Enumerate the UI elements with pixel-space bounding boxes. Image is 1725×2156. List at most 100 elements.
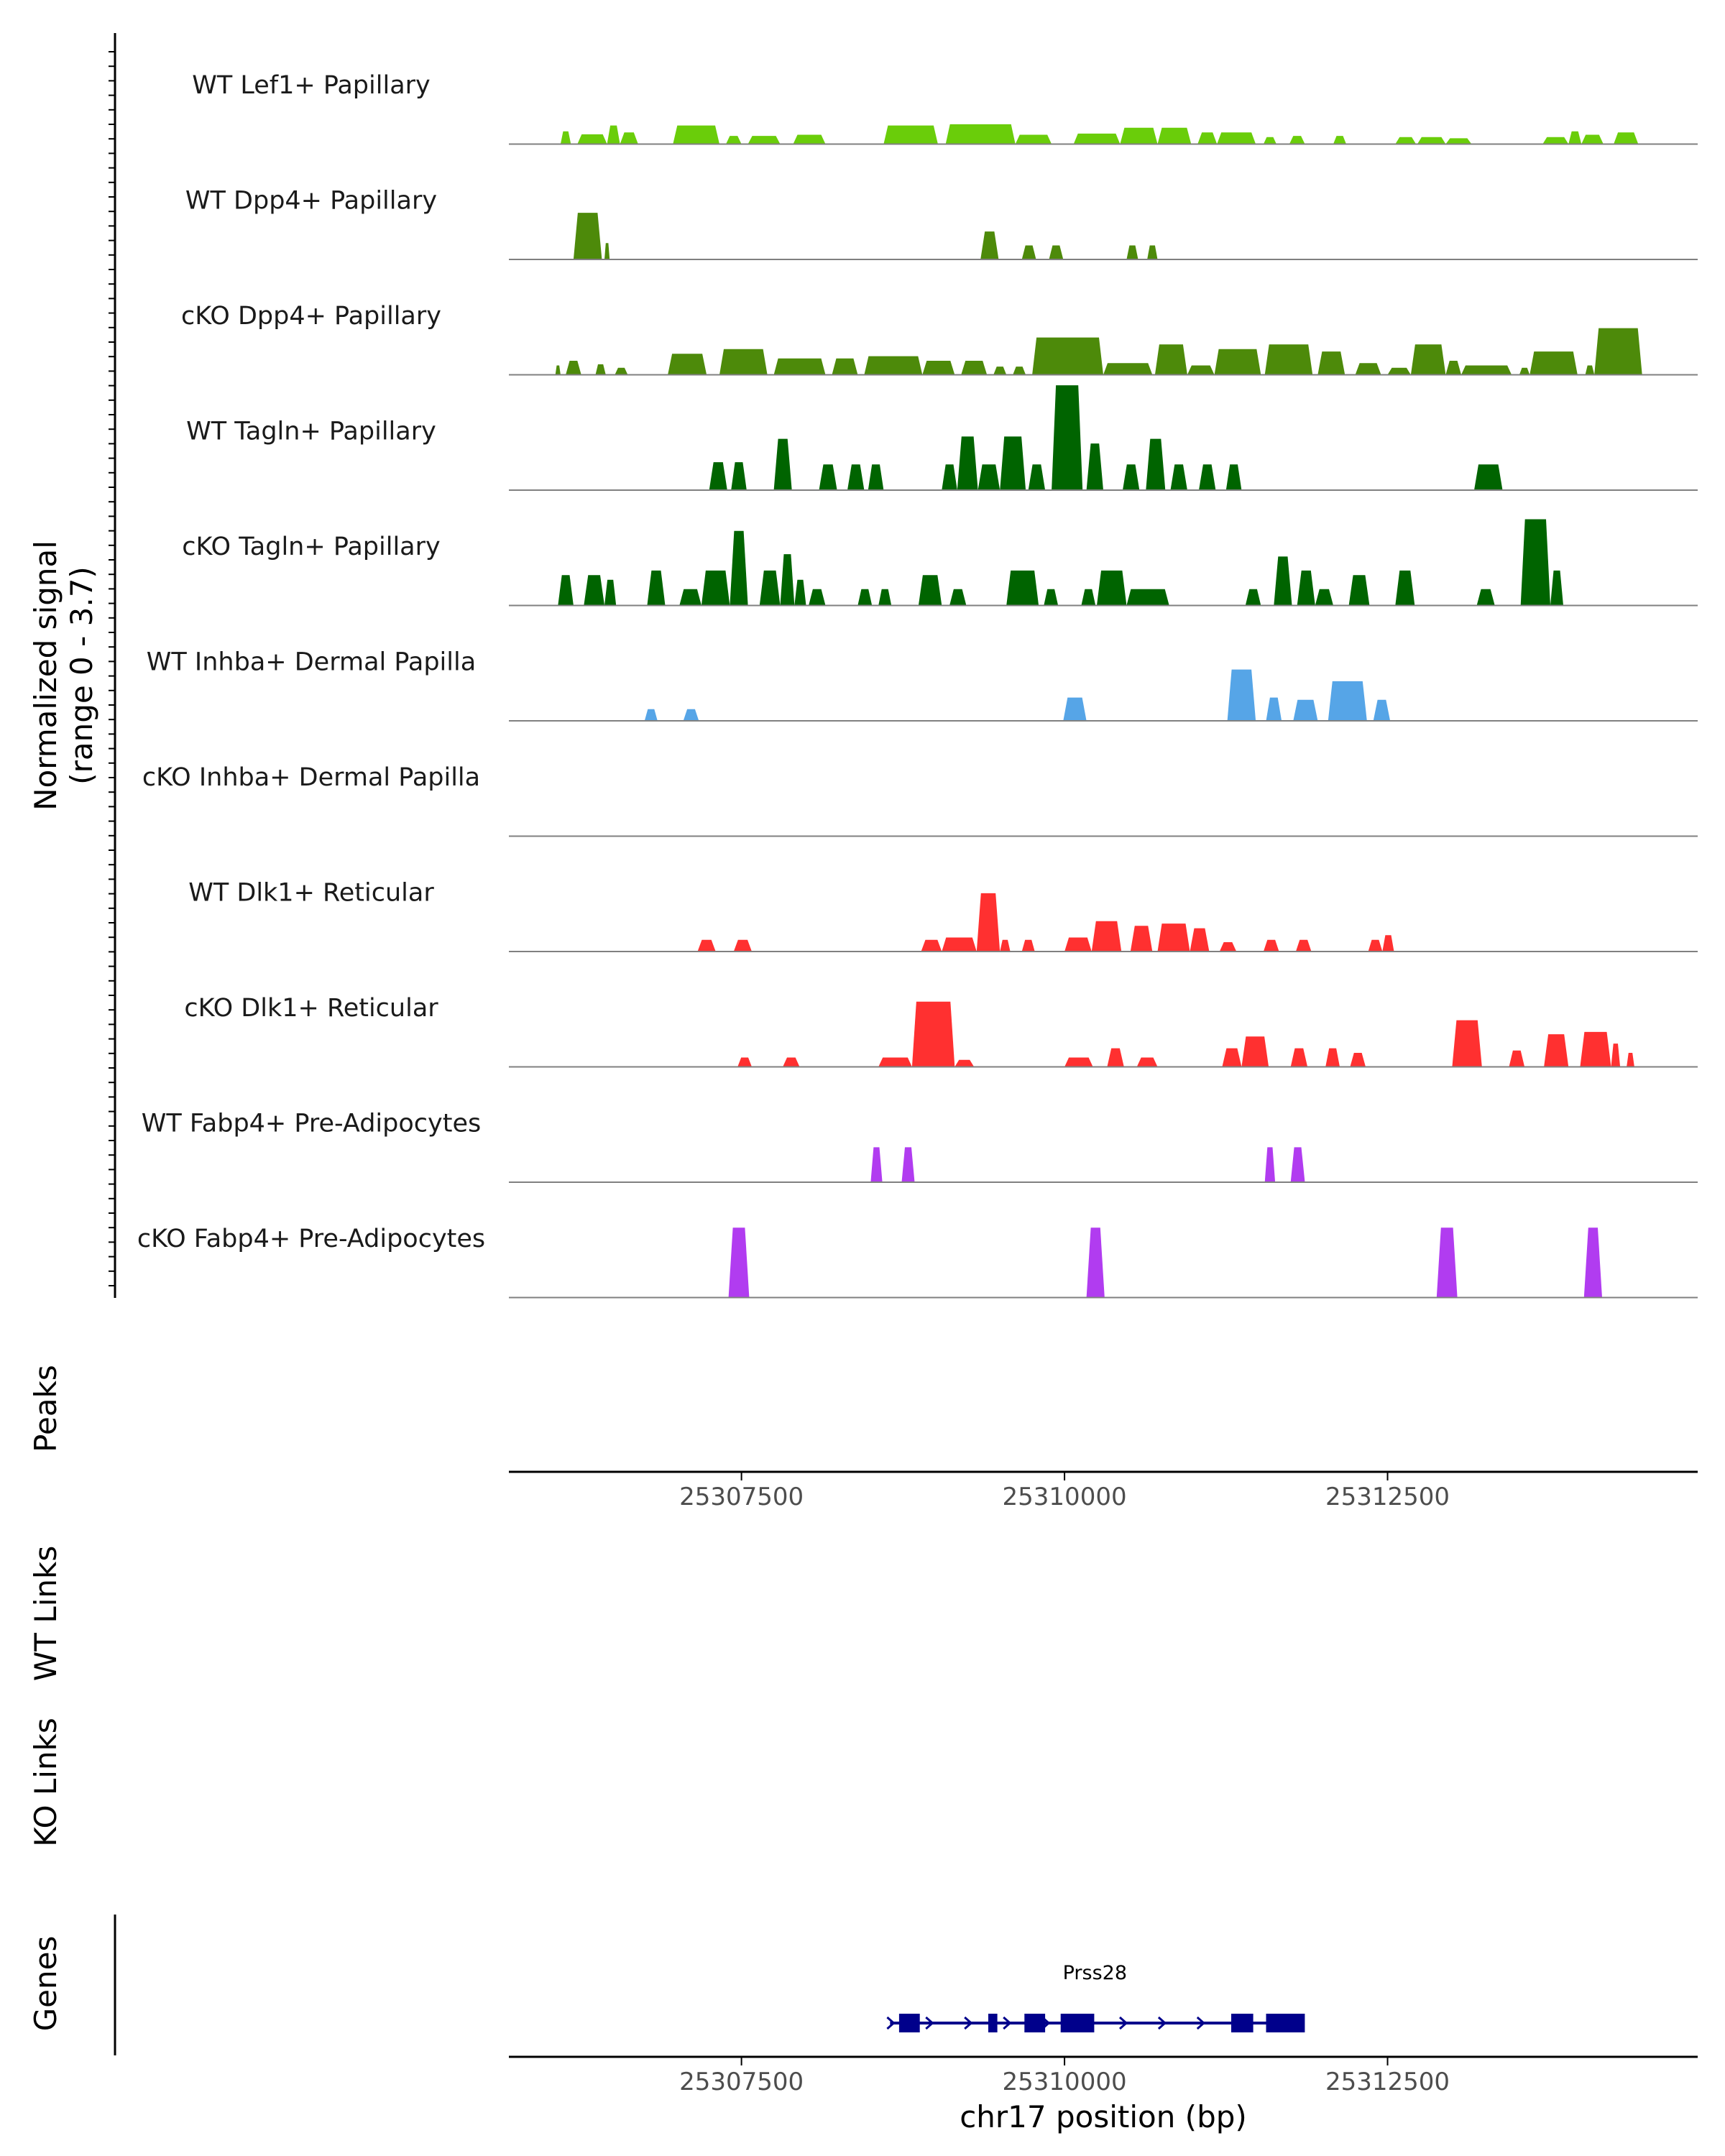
signal-peak <box>864 356 923 375</box>
track-label: cKO Dlk1+ Reticular <box>184 994 438 1023</box>
signal-peak <box>1021 939 1035 952</box>
track-label: WT Lef1+ Papillary <box>192 71 431 100</box>
signal-peak <box>1295 939 1312 952</box>
signal-peak <box>1395 137 1417 144</box>
track-label: cKO Inhba+ Dermal Papilla <box>142 763 480 792</box>
signal-peak <box>780 554 795 606</box>
signal-peak <box>679 589 702 606</box>
signal-peak <box>1614 132 1639 144</box>
signal-peak <box>1170 464 1187 490</box>
gene-name-label: Prss28 <box>1063 1962 1127 1984</box>
strand-arrow-icon <box>1157 2016 1167 2030</box>
peaks-x-tick-label: 25312500 <box>1325 1483 1450 1511</box>
signal-peak <box>1136 1057 1158 1067</box>
signal-peak <box>1091 921 1122 952</box>
signal-peak <box>1289 136 1305 144</box>
signal-peak <box>647 570 666 606</box>
signal-peak <box>558 575 574 606</box>
signal-peak <box>832 358 858 375</box>
signal-peak <box>793 134 826 144</box>
signal-peak <box>1519 367 1530 375</box>
signal-peak <box>683 709 699 721</box>
signal-peak <box>870 1147 883 1182</box>
gene-exon <box>898 2014 920 2032</box>
signal-peak <box>726 136 742 144</box>
signal-peak <box>1452 1020 1482 1067</box>
signal-peak <box>1395 570 1415 606</box>
x-axis-label: chr17 position (bp) <box>960 2099 1247 2134</box>
signal-peak <box>733 939 752 952</box>
signal-peak <box>560 131 571 144</box>
signal-peak <box>1264 344 1313 375</box>
signal-peak <box>566 361 581 375</box>
track-label: cKO Dpp4+ Papillary <box>181 302 441 331</box>
signal-peak <box>1190 928 1210 952</box>
signal-peak <box>1585 365 1595 375</box>
genes-x-tick-label: 25307500 <box>679 2068 804 2096</box>
signal-peak <box>783 1057 800 1067</box>
strand-arrow-icon <box>1003 2016 1012 2030</box>
signal-peak <box>1583 1227 1602 1298</box>
signal-peak <box>1199 464 1216 490</box>
signal-peak <box>1387 367 1411 375</box>
signal-peak <box>857 589 873 606</box>
strand-arrow-icon <box>1196 2016 1206 2030</box>
signal-peak <box>1000 436 1026 490</box>
signal-peak <box>1293 699 1318 721</box>
signal-peak <box>1086 443 1103 490</box>
signal-peak <box>961 361 988 375</box>
signal-peak <box>1580 1031 1611 1067</box>
signal-peak <box>1550 570 1563 606</box>
signal-peak <box>1217 132 1256 144</box>
signal-peak <box>1052 385 1083 490</box>
signal-peak <box>1611 1044 1621 1067</box>
peaks-x-tick-label: 25310000 <box>1003 1483 1127 1511</box>
signal-peak <box>1348 575 1370 606</box>
signal-peak <box>1225 464 1242 490</box>
signal-peak <box>1520 519 1550 606</box>
signal-peak <box>1227 669 1256 721</box>
panel-label: Peaks <box>28 1365 63 1452</box>
genes-x-tick-label: 25312500 <box>1325 2068 1450 2096</box>
signal-peak <box>620 132 638 144</box>
signal-peak <box>1368 939 1383 952</box>
signal-peak <box>922 361 955 375</box>
signal-peak <box>1044 589 1059 606</box>
signal-peak <box>1126 245 1138 259</box>
signal-peak <box>976 893 1000 952</box>
signal-peak <box>773 438 792 490</box>
signal-peak <box>1157 127 1192 144</box>
signal-peak <box>901 1147 915 1182</box>
signal-peak <box>1461 365 1512 375</box>
signal-peak <box>673 125 719 144</box>
gene-exon <box>988 2014 998 2032</box>
signal-peak <box>644 709 658 721</box>
signal-peak <box>737 1057 752 1067</box>
signal-peak <box>1509 1050 1525 1067</box>
signal-peak <box>1130 926 1153 952</box>
signal-peak <box>719 349 768 375</box>
signal-peak <box>878 1057 912 1067</box>
signal-peak <box>921 939 942 952</box>
signal-peak <box>868 464 884 490</box>
signal-peak <box>949 589 967 606</box>
signal-peak <box>1568 131 1582 144</box>
signal-peak <box>615 367 628 375</box>
signal-peak <box>911 1001 955 1067</box>
gene-exon <box>1231 2014 1254 2032</box>
signal-peak <box>1103 363 1153 375</box>
signal-peak <box>555 365 561 375</box>
signal-peak <box>794 579 806 606</box>
signal-peak <box>1241 1036 1269 1067</box>
signal-peak <box>1049 245 1064 259</box>
signal-peak <box>1123 464 1140 490</box>
signal-peak <box>1544 1034 1569 1067</box>
signal-peak <box>1436 1227 1458 1298</box>
signal-peak <box>1297 570 1315 606</box>
track-label: WT Inhba+ Dermal Papilla <box>147 648 476 677</box>
signal-peak <box>1222 1048 1242 1067</box>
signal-peak <box>1006 570 1039 606</box>
signal-peak <box>1015 134 1052 144</box>
gene-exon <box>1266 2014 1305 2032</box>
